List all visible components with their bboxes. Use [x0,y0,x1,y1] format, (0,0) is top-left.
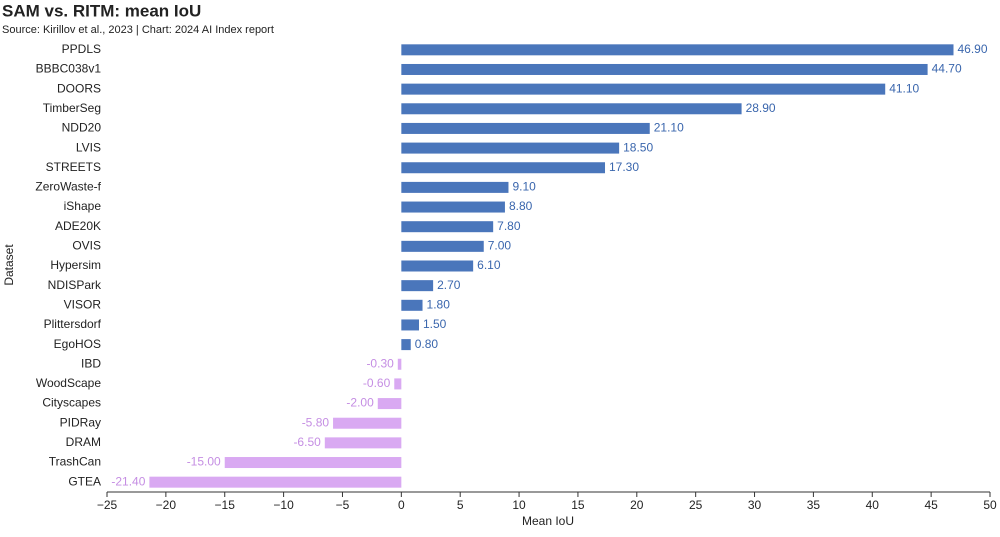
value-label: 9.10 [512,180,536,194]
value-label: 1.50 [423,317,447,331]
chart-subtitle: Source: Kirillov et al., 2023 | Chart: 2… [2,24,274,36]
value-label: 1.80 [427,297,451,311]
x-tick-label: 30 [748,498,762,512]
y-tick-label: VISOR [64,297,102,311]
value-label: -5.80 [302,415,330,429]
y-tick-label: PPDLS [62,42,101,56]
x-tick-label: 45 [924,498,938,512]
x-tick-label: −15 [215,498,236,512]
bar [401,319,419,331]
x-tick-label: −10 [273,498,294,512]
y-tick-label: STREETS [46,160,101,174]
bar [401,44,954,56]
value-label: 21.10 [654,121,684,135]
y-tick-label: GTEA [68,474,101,488]
bar [401,162,606,174]
y-axis-label: Dataset [2,244,16,286]
value-label: 7.00 [488,239,512,253]
y-tick-label: TimberSeg [43,101,101,115]
x-tick-label: 25 [689,498,703,512]
value-label: 46.90 [958,42,988,56]
x-tick-label: 0 [398,498,405,512]
x-tick-label: −25 [97,498,118,512]
value-label: 41.10 [889,81,919,95]
y-tick-label: OVIS [72,239,101,253]
bar [377,398,402,410]
bar [401,122,650,134]
value-label: 17.30 [609,160,639,174]
bar [401,103,742,115]
y-tick-label: Plittersdorf [44,317,102,331]
bar [224,457,402,469]
value-label: 44.70 [932,62,962,76]
y-tick-label: LVIS [76,140,101,154]
x-tick-label: 35 [807,498,821,512]
y-tick-label: BBBC038v1 [36,62,102,76]
value-label: -0.60 [363,376,391,390]
y-tick-label: NDISPark [48,278,102,292]
x-tick-label: −20 [156,498,177,512]
y-tick-label: ZeroWaste-f [35,180,101,194]
y-tick-label: NDD20 [62,121,102,135]
x-tick-label: 20 [630,498,644,512]
y-tick-label: WoodScape [36,376,101,390]
y-tick-label: DRAM [66,435,101,449]
y-tick-label: iShape [64,199,102,213]
y-tick-label: EgoHOS [54,337,101,351]
y-tick-label: Cityscapes [42,396,101,410]
bar [401,240,484,252]
y-tick-label: IBD [81,356,101,370]
value-label: -15.00 [187,455,221,469]
value-label: -21.40 [111,474,145,488]
value-label: -2.00 [346,396,374,410]
bar [401,201,505,213]
bar [401,339,411,351]
y-tick-label: TrashCan [49,455,101,469]
bar [397,358,402,370]
bar [401,142,620,154]
value-label: 8.80 [509,199,533,213]
value-label: -0.30 [366,356,394,370]
value-label: 7.80 [497,219,521,233]
value-label: 6.10 [477,258,501,272]
y-tick-label: PIDRay [60,415,101,429]
bar [401,83,886,95]
value-label: 18.50 [623,140,653,154]
bar [394,378,402,390]
bar [149,476,402,488]
x-tick-label: 50 [983,498,997,512]
bar [401,260,474,272]
bar [324,437,402,449]
bar [401,299,423,311]
y-tick-label: ADE20K [55,219,101,233]
bar [401,181,509,193]
value-label: -6.50 [293,435,321,449]
x-tick-label: 5 [457,498,464,512]
bar [333,417,402,429]
x-tick-label: 10 [512,498,526,512]
value-label: 2.70 [437,278,461,292]
bar [401,63,928,75]
bar [401,221,494,233]
bar [401,280,434,292]
y-tick-label: DOORS [57,81,101,95]
y-tick-label: Hypersim [50,258,101,272]
x-axis-label: Mean IoU [522,514,574,528]
value-label: 28.90 [746,101,776,115]
x-tick-label: 40 [866,498,880,512]
x-tick-label: 15 [571,498,585,512]
x-tick-label: −5 [336,498,350,512]
chart-title: SAM vs. RITM: mean IoU [2,1,201,20]
value-label: 0.80 [415,337,439,351]
